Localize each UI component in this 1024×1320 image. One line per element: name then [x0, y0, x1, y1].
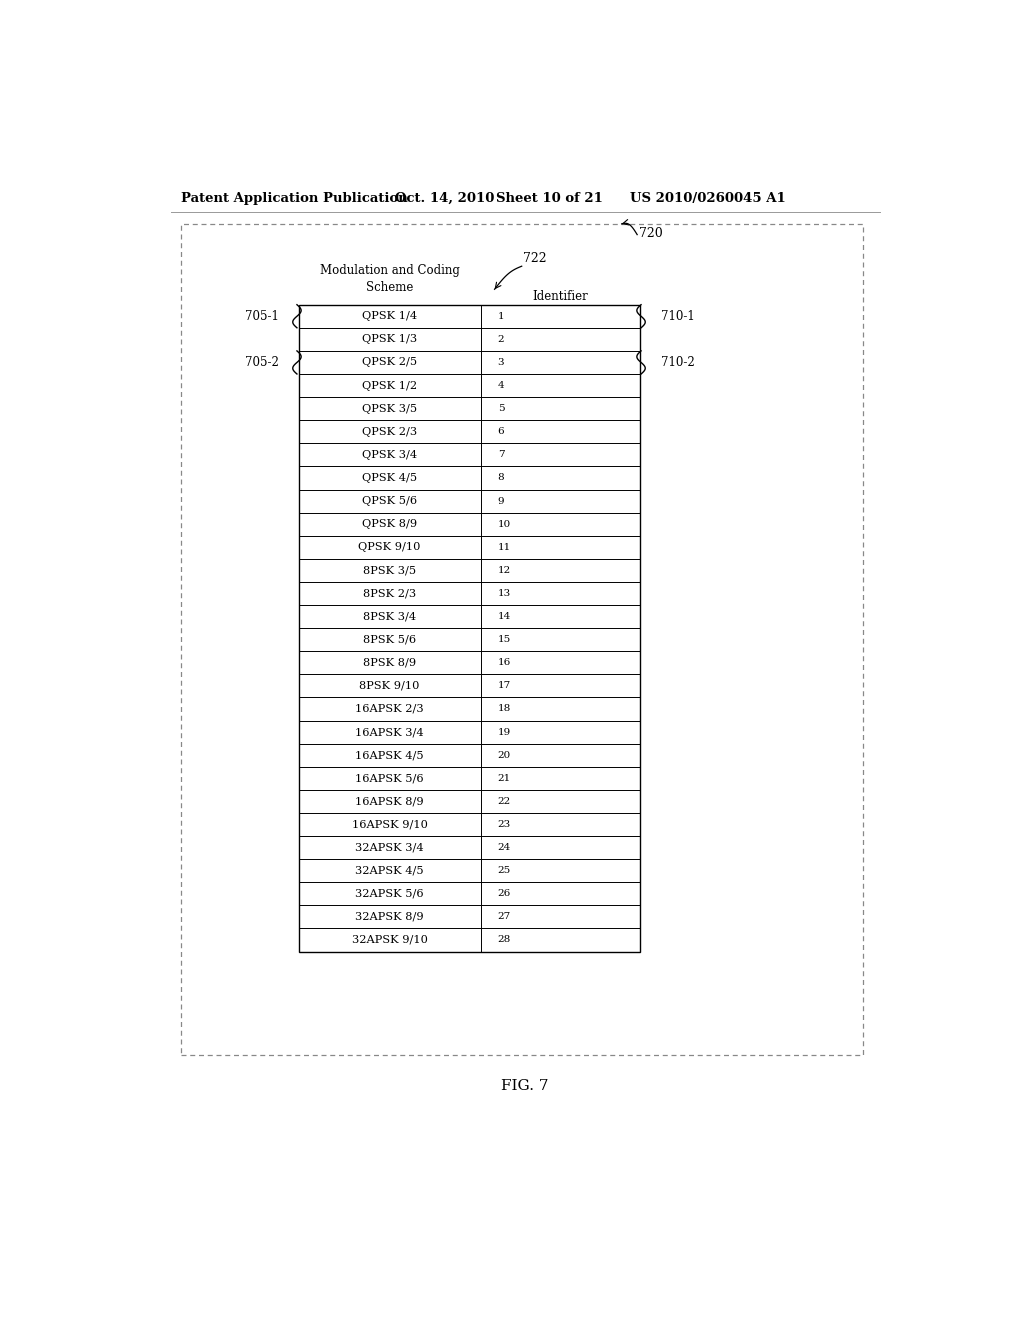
Text: QPSK 9/10: QPSK 9/10: [358, 543, 421, 552]
Text: 8PSK 3/4: 8PSK 3/4: [362, 611, 416, 622]
Text: 20: 20: [498, 751, 511, 759]
Bar: [299, 305, 640, 952]
Text: 16APSK 2/3: 16APSK 2/3: [355, 704, 424, 714]
Text: 32APSK 3/4: 32APSK 3/4: [355, 842, 424, 853]
Text: 16APSK 5/6: 16APSK 5/6: [355, 774, 424, 783]
Text: 23: 23: [498, 820, 511, 829]
Text: 2: 2: [498, 335, 504, 343]
Text: QPSK 4/5: QPSK 4/5: [362, 473, 417, 483]
Text: 8PSK 8/9: 8PSK 8/9: [362, 657, 416, 668]
Text: 6: 6: [498, 428, 504, 436]
Text: 9: 9: [498, 496, 504, 506]
Text: Patent Application Publication: Patent Application Publication: [180, 191, 408, 205]
Text: 18: 18: [498, 705, 511, 713]
Text: 705-1: 705-1: [246, 310, 280, 323]
Bar: [219, 243, 821, 1048]
Text: 16APSK 8/9: 16APSK 8/9: [355, 796, 424, 807]
Text: 16: 16: [498, 659, 511, 667]
Text: 19: 19: [498, 727, 511, 737]
Text: 28: 28: [498, 936, 511, 944]
Text: QPSK 2/3: QPSK 2/3: [362, 426, 417, 437]
Text: QPSK 8/9: QPSK 8/9: [362, 519, 417, 529]
Text: 11: 11: [498, 543, 511, 552]
Text: 21: 21: [498, 774, 511, 783]
Text: 16APSK 9/10: 16APSK 9/10: [351, 820, 427, 829]
Text: 8PSK 3/5: 8PSK 3/5: [362, 565, 416, 576]
Text: 17: 17: [498, 681, 511, 690]
Text: 32APSK 4/5: 32APSK 4/5: [355, 866, 424, 875]
Text: Oct. 14, 2010: Oct. 14, 2010: [395, 191, 495, 205]
Text: US 2010/0260045 A1: US 2010/0260045 A1: [630, 191, 786, 205]
Text: 705-2: 705-2: [246, 356, 280, 370]
Text: QPSK 1/4: QPSK 1/4: [362, 312, 417, 321]
Text: 25: 25: [498, 866, 511, 875]
Text: 32APSK 8/9: 32APSK 8/9: [355, 912, 424, 921]
Text: 710-2: 710-2: [662, 356, 695, 370]
Text: QPSK 1/3: QPSK 1/3: [362, 334, 417, 345]
Text: 3: 3: [498, 358, 504, 367]
Text: 14: 14: [498, 612, 511, 620]
Text: 12: 12: [498, 566, 511, 574]
Text: 8PSK 5/6: 8PSK 5/6: [362, 635, 416, 644]
Text: 8PSK 2/3: 8PSK 2/3: [362, 589, 416, 598]
Text: 24: 24: [498, 843, 511, 851]
Text: 1: 1: [498, 312, 504, 321]
Text: 15: 15: [498, 635, 511, 644]
Text: 27: 27: [498, 912, 511, 921]
Text: 10: 10: [498, 520, 511, 528]
Text: FIG. 7: FIG. 7: [501, 1080, 549, 1093]
Text: QPSK 1/2: QPSK 1/2: [362, 380, 417, 391]
Text: Sheet 10 of 21: Sheet 10 of 21: [496, 191, 603, 205]
Text: 7: 7: [498, 450, 504, 459]
Text: 4: 4: [498, 381, 504, 389]
Text: QPSK 3/5: QPSK 3/5: [362, 404, 417, 413]
Text: 16APSK 3/4: 16APSK 3/4: [355, 727, 424, 737]
Text: 16APSK 4/5: 16APSK 4/5: [355, 750, 424, 760]
Text: 5: 5: [498, 404, 504, 413]
Text: 710-1: 710-1: [662, 310, 695, 323]
Text: QPSK 3/4: QPSK 3/4: [362, 450, 417, 459]
Text: Identifier: Identifier: [532, 290, 588, 304]
Text: 13: 13: [498, 589, 511, 598]
Text: 26: 26: [498, 890, 511, 898]
Text: 22: 22: [498, 797, 511, 805]
Text: QPSK 5/6: QPSK 5/6: [362, 496, 417, 506]
Text: 720: 720: [640, 227, 664, 240]
Text: Modulation and Coding
Scheme: Modulation and Coding Scheme: [319, 264, 460, 294]
Text: 32APSK 9/10: 32APSK 9/10: [351, 935, 427, 945]
Text: QPSK 2/5: QPSK 2/5: [362, 358, 417, 367]
Text: 8: 8: [498, 474, 504, 482]
Text: 722: 722: [523, 252, 547, 265]
Text: 32APSK 5/6: 32APSK 5/6: [355, 888, 424, 899]
Text: 8PSK 9/10: 8PSK 9/10: [359, 681, 420, 690]
Bar: [180, 224, 862, 1056]
